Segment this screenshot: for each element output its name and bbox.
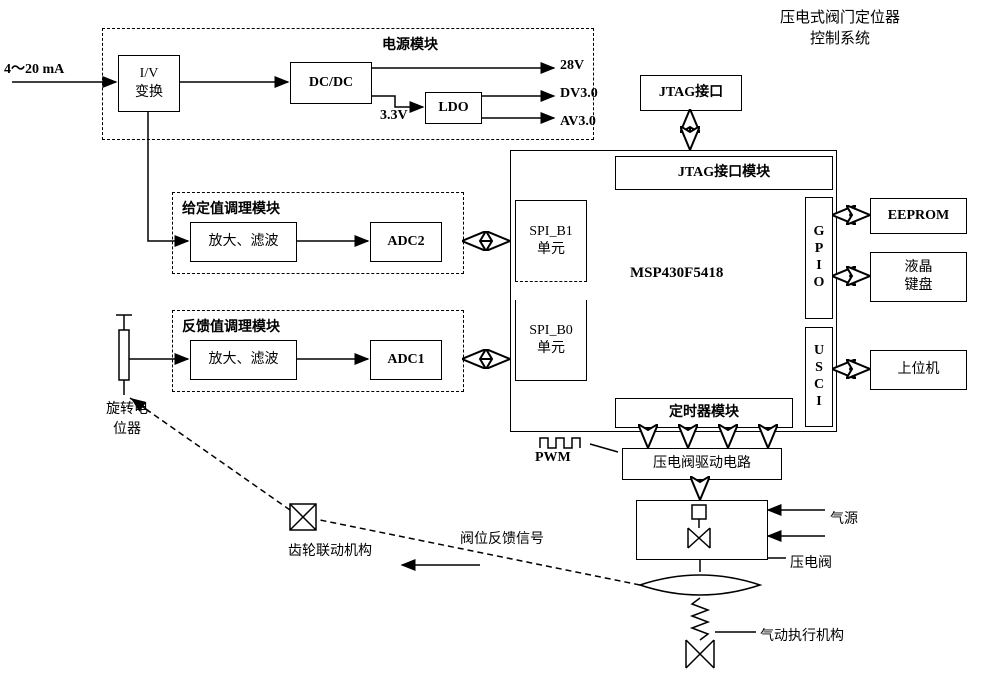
wiring-svg: [0, 0, 981, 687]
